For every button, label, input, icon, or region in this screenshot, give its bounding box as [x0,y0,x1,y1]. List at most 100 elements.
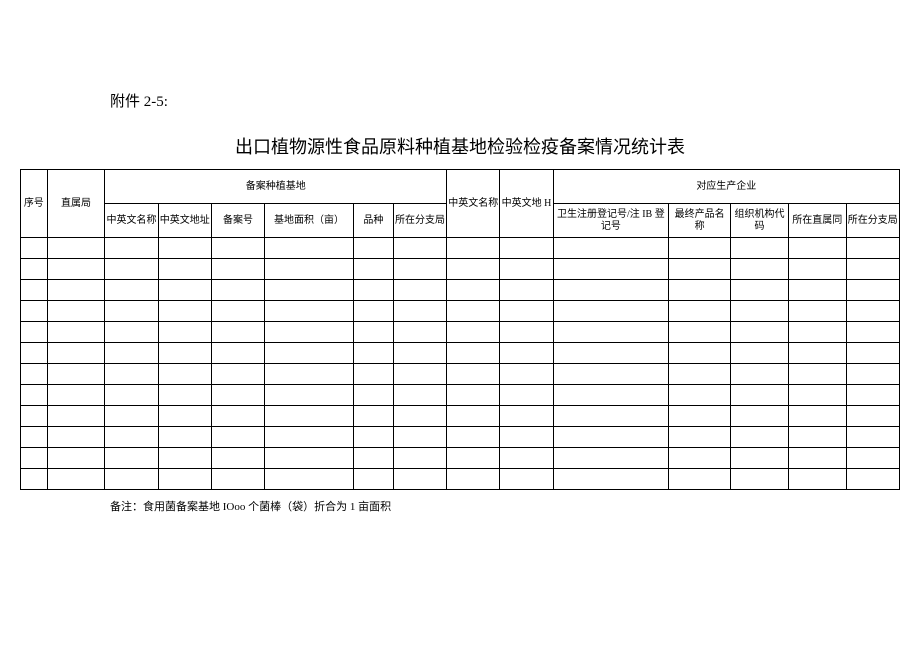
table-cell [553,301,668,322]
table-cell [353,406,393,427]
table-cell [265,427,354,448]
table-cell [393,280,446,301]
document-page: 附件 2-5: 出口植物源性食品原料种植基地检验检疫备案情况统计表 序号 直属局… [0,0,920,514]
table-cell [265,343,354,364]
table-cell [788,385,846,406]
table-row [21,427,900,448]
table-cell [447,469,500,490]
table-cell [669,448,731,469]
table-cell [669,280,731,301]
table-cell [158,406,211,427]
table-header-row-1: 序号 直属局 备案种植基地 中英文名称 中英文地 H 对应生产企业 [21,170,900,204]
table-cell [393,238,446,259]
table-cell [553,406,668,427]
table-cell [669,343,731,364]
table-cell [500,385,553,406]
col-sub-5: 所在分支局 [393,204,446,238]
table-cell [393,406,446,427]
table-row [21,364,900,385]
table-cell [846,448,899,469]
table-cell [447,385,500,406]
table-row [21,280,900,301]
table-row [21,259,900,280]
col-sub-2: 备案号 [211,204,264,238]
table-cell [158,427,211,448]
table-cell [265,322,354,343]
table-cell [158,301,211,322]
table-cell [731,343,789,364]
table-cell [211,238,264,259]
table-cell [500,343,553,364]
table-cell [47,238,105,259]
col-sub-1: 中英文地址 [158,204,211,238]
table-cell [211,259,264,280]
table-cell [47,448,105,469]
table-cell [21,343,48,364]
col-bureau: 直属局 [47,170,105,238]
table-cell [669,301,731,322]
table-cell [353,343,393,364]
table-cell [47,343,105,364]
table-cell [553,238,668,259]
table-cell [788,322,846,343]
table-cell [265,364,354,385]
table-cell [393,448,446,469]
table-cell [846,385,899,406]
table-cell [731,385,789,406]
table-cell [788,364,846,385]
table-cell [211,343,264,364]
table-cell [105,427,158,448]
col-sub-4: 品种 [353,204,393,238]
table-cell [447,259,500,280]
table-cell [731,238,789,259]
table-cell [553,469,668,490]
table-cell [731,322,789,343]
table-cell [669,469,731,490]
table-cell [21,301,48,322]
table-cell [447,448,500,469]
table-cell [731,469,789,490]
table-cell [47,406,105,427]
table-cell [788,301,846,322]
table-cell [846,322,899,343]
table-cell [211,364,264,385]
table-row [21,343,900,364]
table-cell [21,238,48,259]
table-cell [788,259,846,280]
table-cell [21,280,48,301]
table-cell [105,259,158,280]
table-cell [158,343,211,364]
table-cell [447,364,500,385]
table-cell [553,385,668,406]
table-cell [788,427,846,448]
table-row [21,301,900,322]
table-cell [21,364,48,385]
table-cell [553,280,668,301]
table-cell [500,427,553,448]
table-cell [105,343,158,364]
table-cell [105,448,158,469]
table-cell [265,301,354,322]
table-cell [393,301,446,322]
table-cell [158,469,211,490]
table-cell [788,238,846,259]
table-row [21,385,900,406]
table-cell [265,406,354,427]
table-cell [47,469,105,490]
table-cell [47,364,105,385]
table-cell [353,385,393,406]
table-cell [47,385,105,406]
table-cell [353,469,393,490]
table-cell [47,322,105,343]
col-group-enterprise: 对应生产企业 [553,170,899,204]
table-cell [447,322,500,343]
table-cell [553,448,668,469]
table-cell [788,448,846,469]
table-cell [393,259,446,280]
table-cell [265,280,354,301]
table-cell [105,469,158,490]
table-cell [788,469,846,490]
table-cell [353,427,393,448]
table-cell [21,385,48,406]
table-cell [211,448,264,469]
